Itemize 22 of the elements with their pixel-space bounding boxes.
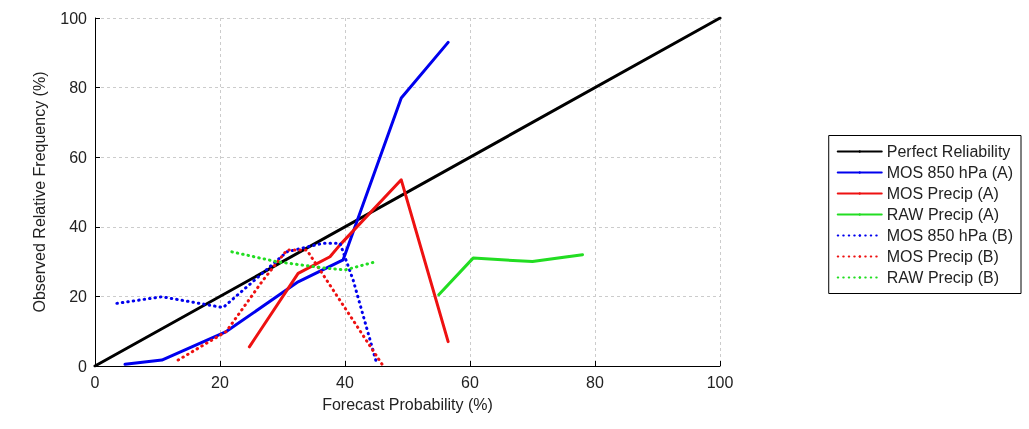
y-tick-label: 80 <box>69 79 88 97</box>
legend-label: RAW Precip (B) <box>886 269 1000 286</box>
y-tick-label: 40 <box>69 218 88 236</box>
legend-label: MOS Precip (A) <box>886 185 999 202</box>
y-tick-label: 100 <box>60 9 88 27</box>
x-tick-label: 20 <box>211 373 229 391</box>
x-tick-label: 80 <box>586 373 604 391</box>
y-tick-label: 60 <box>69 148 88 166</box>
x-tick-label: 40 <box>336 373 354 391</box>
legend-label: MOS Precip (B) <box>886 248 999 265</box>
x-axis-title: Forecast Probability (%) <box>322 395 493 413</box>
legend-label: MOS 850 hPa (B) <box>886 227 1014 244</box>
y-tick-label: 20 <box>69 287 88 305</box>
y-tick-label: 0 <box>78 357 88 375</box>
legend-label: RAW Precip (A) <box>886 206 1000 223</box>
y-axis-title: Observed Relative Frequency (%) <box>30 71 48 313</box>
x-tick-label: 100 <box>706 373 734 391</box>
legend-label: MOS 850 hPa (A) <box>886 164 1014 181</box>
line-series <box>437 253 584 297</box>
x-tick-label: 60 <box>461 373 479 391</box>
legend-label: Perfect Reliability <box>886 143 1011 160</box>
x-tick-label: 0 <box>90 373 100 391</box>
